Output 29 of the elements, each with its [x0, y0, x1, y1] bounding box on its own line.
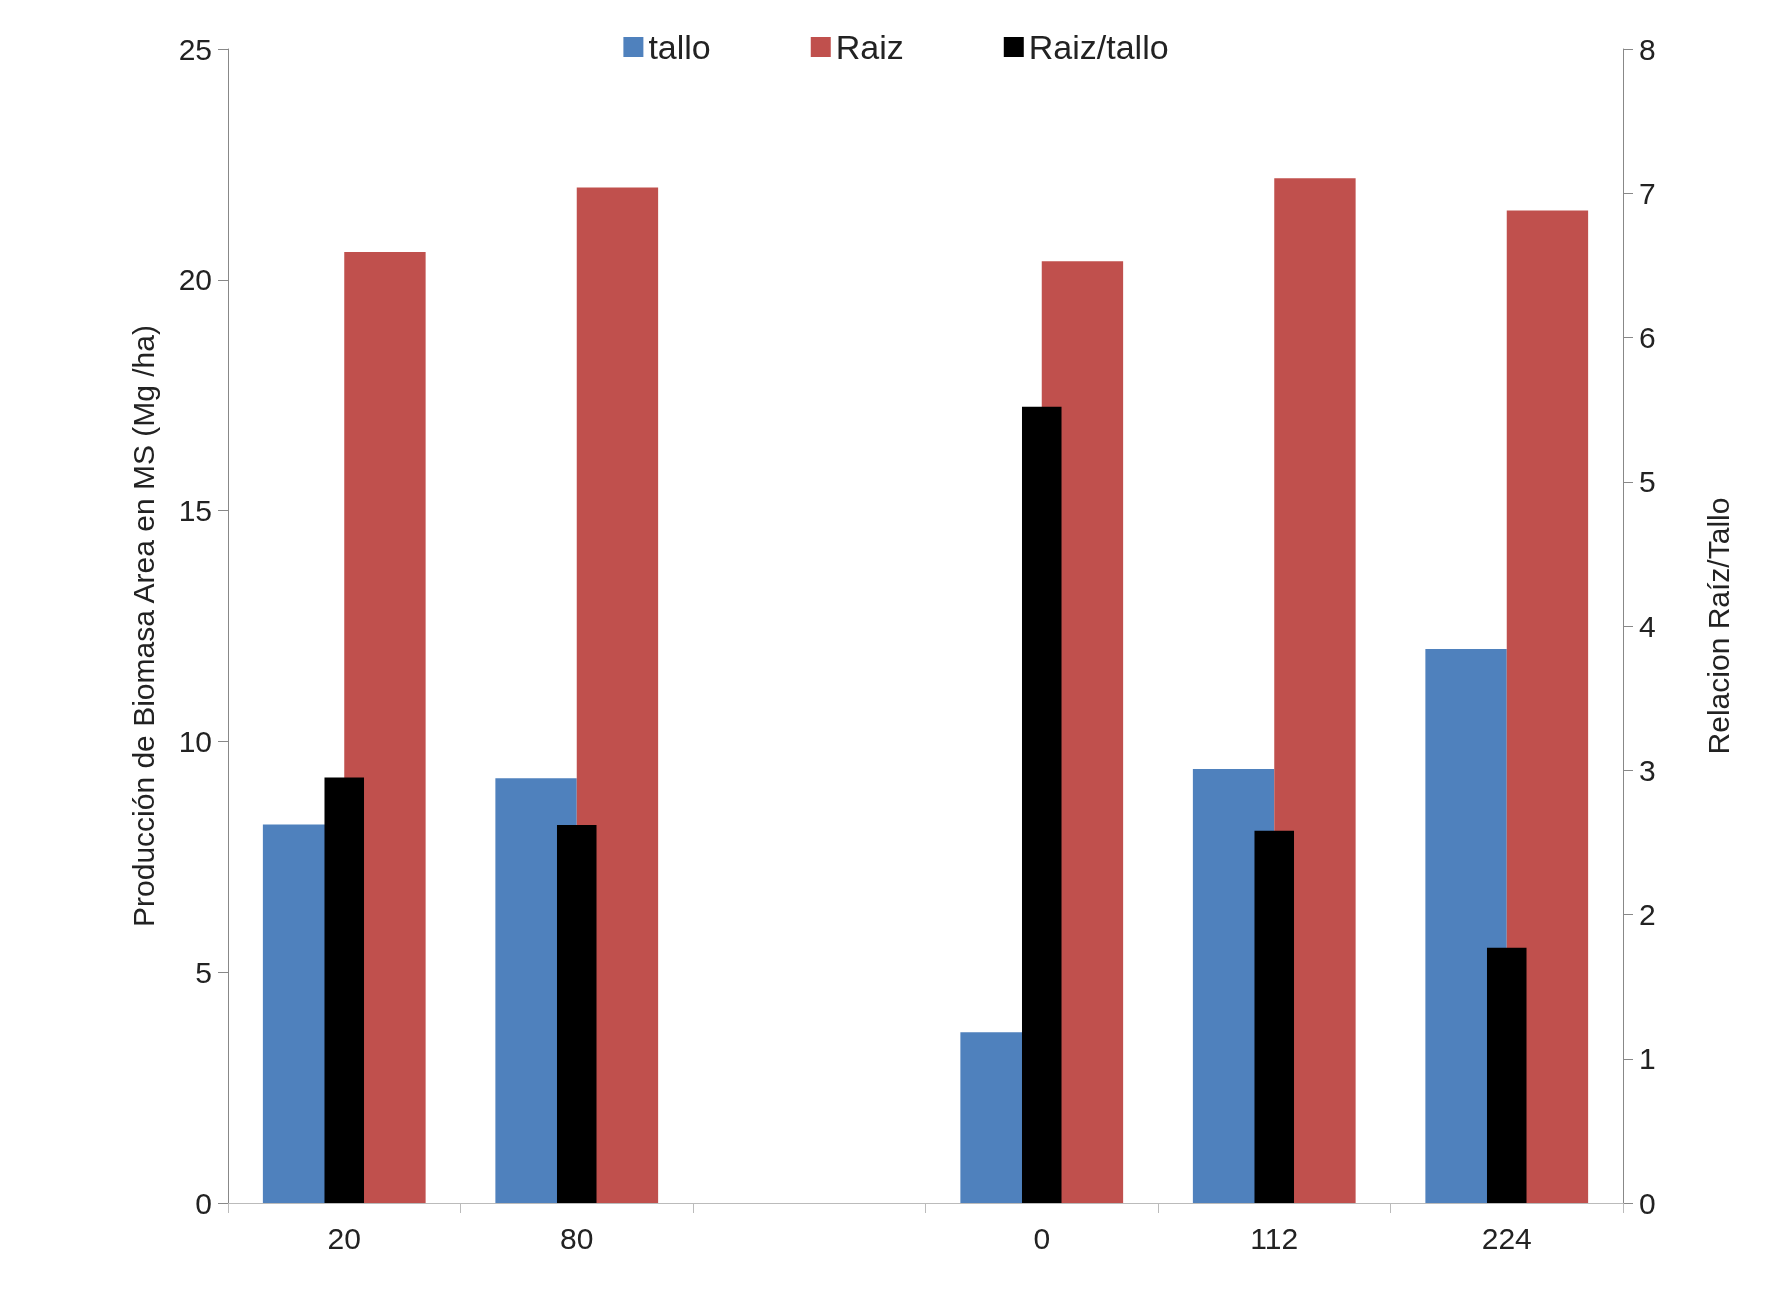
- legend-label: Raiz: [835, 28, 904, 66]
- bar: [576, 187, 659, 1203]
- y2-axis-title: Relacion Raíz/Tallo: [1701, 497, 1735, 755]
- y2-tick-label: 0: [1639, 1186, 1656, 1220]
- y-tick-label: 25: [178, 32, 212, 66]
- bar: [1486, 947, 1527, 1203]
- legend-label: tallo: [648, 28, 711, 66]
- x-tick-label: 112: [1250, 1221, 1299, 1255]
- y2-tick-label: 8: [1639, 32, 1656, 66]
- bar: [1274, 178, 1356, 1203]
- y2-tick-label: 3: [1639, 753, 1656, 787]
- bar: [1506, 210, 1589, 1203]
- x-tick-label: 0: [1033, 1221, 1051, 1255]
- legend-label: Raiz/tallo: [1028, 28, 1169, 66]
- y-tick-label: 15: [178, 494, 212, 528]
- y2-tick-label: 4: [1639, 609, 1656, 643]
- y2-tick-label: 1: [1639, 1042, 1656, 1076]
- x-tick-label: 224: [1481, 1221, 1532, 1255]
- y-tick-label: 20: [178, 263, 212, 297]
- y-tick-label: 0: [195, 1186, 212, 1220]
- y-tick-label: 5: [195, 955, 212, 989]
- y2-tick-label: 5: [1639, 465, 1656, 499]
- y-axis-title: Producción de Biomasa Area en MS (Mg /ha): [126, 325, 160, 927]
- x-tick-label: 80: [560, 1221, 594, 1255]
- y2-tick-label: 7: [1639, 176, 1656, 210]
- y2-tick-label: 6: [1639, 321, 1656, 354]
- y-tick-label: 10: [178, 724, 212, 758]
- x-tick-label: 20: [327, 1221, 361, 1255]
- y2-tick-label: 2: [1639, 898, 1656, 931]
